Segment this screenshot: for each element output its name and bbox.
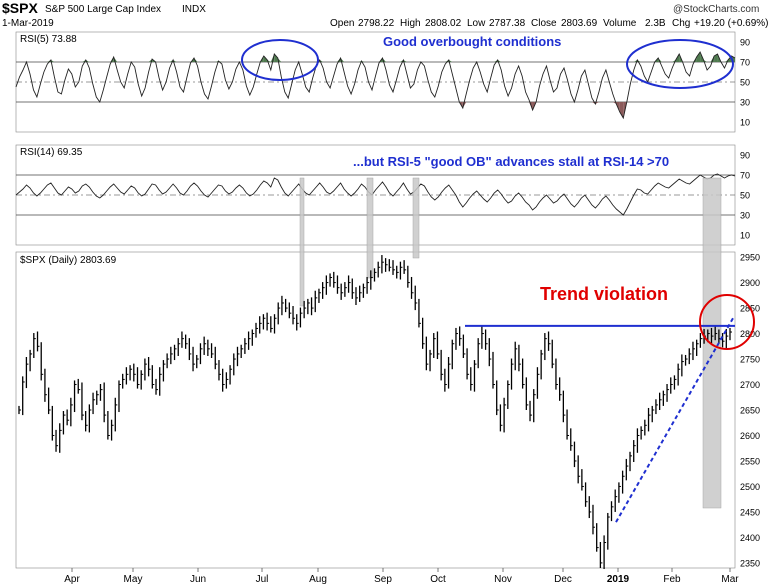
date: 1-Mar-2019 (2, 18, 54, 29)
y-tick-label: 2350 (740, 558, 760, 568)
highlight-window (299, 177, 305, 307)
low-label: Low (467, 18, 486, 29)
y-tick-label: 70 (740, 58, 750, 68)
panel-legend: RSI(5) 73.88 (20, 34, 77, 45)
annotation: Good overbought conditions (383, 34, 561, 49)
x-tick-label: 2019 (607, 574, 630, 585)
x-tick-label: Nov (494, 574, 512, 585)
symbol: $SPX (2, 0, 38, 16)
annotation: Trend violation (540, 284, 668, 304)
panel-frame (15, 251, 736, 569)
y-tick-label: 2800 (740, 329, 760, 339)
x-tick-label: Oct (430, 574, 446, 585)
y-tick-label: 2400 (740, 533, 760, 543)
y-tick-label: 50 (740, 78, 750, 88)
y-tick-label: 2500 (740, 482, 760, 492)
overbought-fill (214, 61, 219, 62)
highlight-window (366, 177, 374, 279)
volume-label: Volume (603, 18, 637, 29)
x-tick-label: Dec (554, 574, 572, 585)
x-tick-label: Aug (309, 574, 327, 585)
panel-legend: $SPX (Daily) 2803.69 (20, 255, 117, 266)
close-label: Close (531, 18, 557, 29)
rsi5-panel: 90 70 50 30 10 RSI(5) 73.88 Good overbought co… (15, 31, 750, 133)
low-value: 2787.38 (489, 18, 526, 29)
oversold-fill (619, 102, 624, 118)
overbought-fill (337, 58, 341, 62)
y-tick-label: 70 (740, 171, 750, 181)
x-tick-label: Feb (663, 574, 681, 585)
y-tick-label: 10 (740, 231, 750, 241)
x-tick-label: Sep (374, 574, 392, 585)
close-value: 2803.69 (561, 18, 598, 29)
index-name: S&P 500 Large Cap Index (45, 4, 161, 15)
price-panel: 2950290028502800275027002650260025502500… (15, 177, 760, 570)
highlight-window (412, 177, 420, 259)
y-tick-label: 2650 (740, 406, 760, 416)
high-label: High (400, 18, 421, 29)
x-tick-label: Jun (190, 574, 206, 585)
rsi-line (15, 51, 736, 120)
watermark: @StockCharts.com (673, 4, 759, 15)
x-axis: Apr May Jun Jul Aug Sep Oct Nov Dec 2019 Feb Mar (64, 568, 739, 585)
volume-value: 2.3B (645, 18, 666, 29)
rsi14-panel: 90 70 50 30 10 RSI(14) 69.35 ...but RSI-5 "goo… (15, 144, 750, 246)
x-tick-label: May (124, 574, 143, 585)
y-tick-label: 50 (740, 191, 750, 201)
y-tick-label: 10 (740, 118, 750, 128)
rsi-line (15, 173, 736, 216)
chg-label: Chg (672, 18, 690, 29)
x-tick-label: Jul (256, 574, 269, 585)
y-tick-label: 2450 (740, 507, 760, 517)
y-tick-label: 2550 (740, 456, 760, 466)
open-label: Open (330, 18, 354, 29)
y-tick-label: 90 (740, 38, 750, 48)
y-tick-label: 2750 (740, 355, 760, 365)
exchange: INDX (182, 4, 206, 15)
overbought-fill (274, 54, 278, 62)
overbought-fill (696, 52, 701, 62)
y-tick-label: 2950 (740, 253, 760, 263)
overbought-fill (403, 60, 407, 62)
overbought-fill (358, 61, 362, 62)
annotation: ...but RSI-5 "good OB" advances stall at… (353, 154, 669, 169)
y-tick-label: 2600 (740, 431, 760, 441)
overbought-fill (448, 60, 453, 62)
y-tick-label: 2900 (740, 278, 760, 288)
y-tick-label: 30 (740, 211, 750, 221)
overbought-fill (50, 60, 55, 62)
x-tick-label: Mar (721, 574, 739, 585)
open-value: 2798.22 (358, 18, 395, 29)
highlight-ellipse (241, 39, 319, 81)
high-value: 2808.02 (425, 18, 462, 29)
y-tick-label: 2700 (740, 380, 760, 390)
chg-value: +19.20 (+0.69%) (694, 18, 769, 29)
highlight-ellipse (626, 39, 734, 89)
trend-violation-circle (699, 294, 755, 350)
y-tick-label: 90 (740, 151, 750, 161)
y-tick-label: 30 (740, 98, 750, 108)
x-tick-label: Apr (64, 574, 80, 585)
panel-legend: RSI(14) 69.35 (20, 147, 83, 158)
